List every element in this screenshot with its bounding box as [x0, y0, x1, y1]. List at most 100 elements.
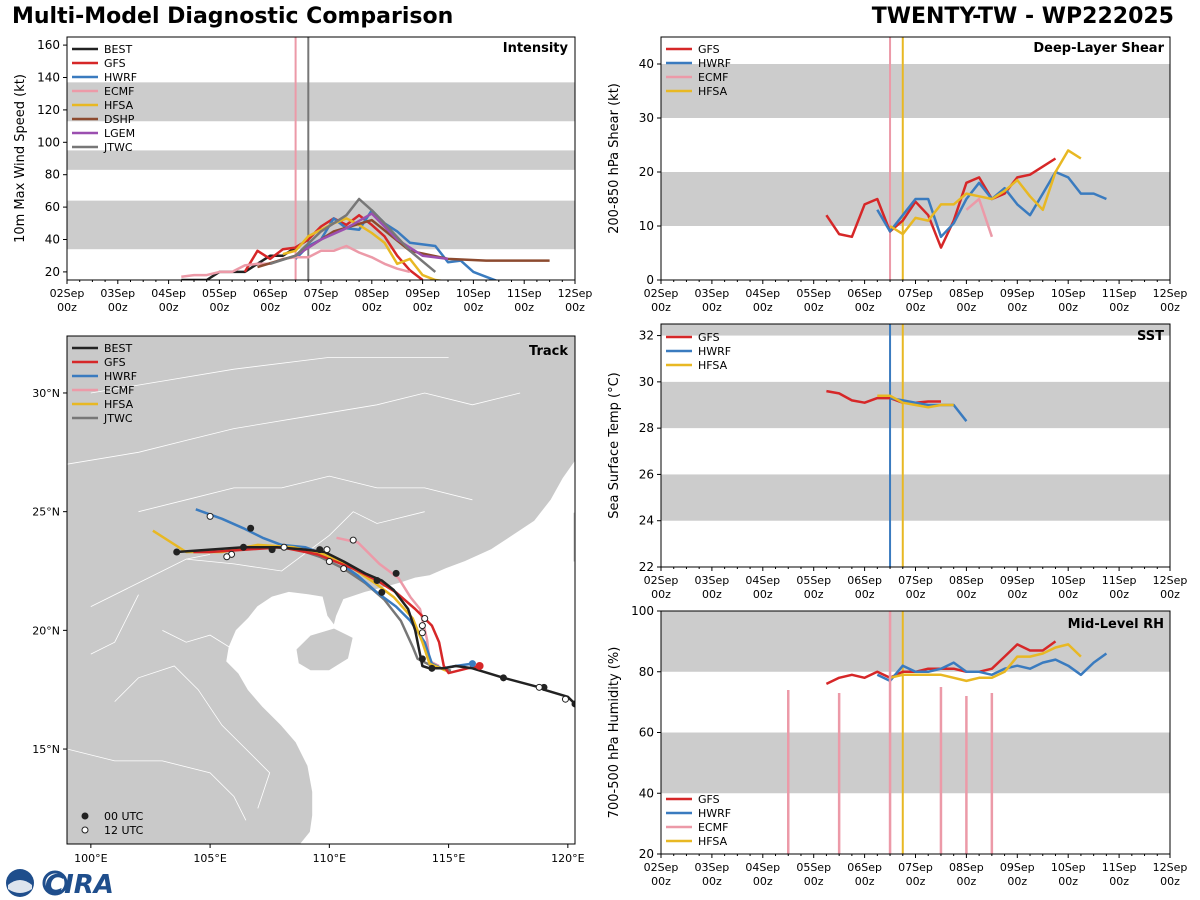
rh-y-axis-label: 700-500 hPa Humidity (%) — [607, 647, 622, 819]
shear-y-tick-label: 40 — [639, 57, 654, 71]
intensity-legend-label: GFS — [104, 57, 126, 70]
intensity-x-tick-label: 00z — [57, 301, 77, 314]
intensity-x-tick-label: 00z — [159, 301, 179, 314]
track-y-tick-label: 30°N — [32, 387, 60, 400]
intensity-x-tick-label: 00z — [210, 301, 230, 314]
intensity-series-lgem — [294, 212, 449, 261]
sst-legend-label: HFSA — [698, 359, 728, 372]
track-x-tick-label: 100°E — [74, 852, 107, 865]
taiwan-edge — [573, 512, 575, 562]
shear-x-tick-label: 03Sep — [695, 287, 730, 300]
rh-x-tick-label: 09Sep — [1000, 861, 1035, 874]
rh-y-tick-label: 80 — [639, 665, 654, 679]
cira-logo: CIRA — [6, 869, 114, 900]
track-x-tick-label: 120°E — [551, 852, 584, 865]
marker-12utc — [325, 558, 333, 566]
intensity-x-tick-label: 00z — [362, 301, 382, 314]
track-landmass — [67, 336, 575, 844]
intensity-band — [67, 150, 575, 170]
shear-series-ecmf — [965, 197, 994, 238]
shear-series-hfsa — [889, 149, 1082, 236]
intensity-x-tick-label: 11Sep — [507, 287, 542, 300]
intensity-y-tick-label: 100 — [37, 135, 60, 149]
intensity-x-tick-label: 09Sep — [405, 287, 440, 300]
marker-12utc — [223, 553, 231, 561]
intensity-x-tick-label: 00z — [514, 301, 534, 314]
intensity-legend-label: JTWC — [103, 141, 133, 154]
sst-x-tick-label: 02Sep — [644, 574, 679, 587]
legend-00utc-marker — [81, 812, 89, 820]
noaa-wave-icon — [8, 880, 32, 893]
sst-panel: 02Sep00z03Sep00z04Sep00z05Sep00z06Sep00z… — [607, 323, 1187, 601]
shear-y-tick-label: 10 — [639, 219, 654, 233]
rh-x-tick-label: 12Sep — [1153, 861, 1188, 874]
sst-x-tick-label: 04Sep — [745, 574, 780, 587]
intensity-y-tick-label: 60 — [45, 200, 60, 214]
sst-y-tick-label: 26 — [639, 467, 654, 481]
marker-12utc — [206, 512, 214, 520]
hwrf-init-marker — [468, 660, 476, 668]
rh-plot-area — [661, 611, 1170, 854]
rh-x-tick-label: 00z — [804, 875, 824, 888]
shear-x-tick-label: 00z — [906, 301, 926, 314]
rh-legend-label: HFSA — [698, 835, 728, 848]
track-y-tick-label: 20°N — [32, 624, 60, 637]
rh-y-tick-label: 20 — [639, 847, 654, 861]
sst-frame — [660, 323, 1171, 568]
sst-x-tick-label: 08Sep — [949, 574, 984, 587]
rh-x-tick-label: 00z — [702, 875, 722, 888]
rh-legend-label: HWRF — [698, 807, 731, 820]
sst-x-tick-label: 05Sep — [796, 574, 831, 587]
track-legend-label: HFSA — [104, 398, 134, 411]
marker-00utc — [373, 577, 381, 585]
track-legend-label: ECMF — [104, 384, 134, 397]
intensity-y-axis-label: 10m Max Wind Speed (kt) — [13, 74, 28, 243]
track-panel: 100°E 105°E 110°E 115°E 120°E 15°N 20°N 25°N 30°… — [32, 335, 585, 865]
rh-legend-label: GFS — [698, 793, 720, 806]
intensity-band — [67, 200, 575, 250]
track-best — [176, 546, 575, 705]
sst-plot-area — [661, 324, 1170, 567]
intensity-x-tick-label: 00z — [565, 301, 585, 314]
marker-12utc — [280, 543, 288, 551]
shear-panel: 02Sep00z03Sep00z04Sep00z05Sep00z06Sep00z… — [607, 36, 1187, 314]
marker-12utc — [323, 546, 331, 554]
rh-x-tick-label: 00z — [906, 875, 926, 888]
intensity-legend-label: DSHP — [104, 113, 135, 126]
rh-x-tick-label: 00z — [1058, 875, 1078, 888]
sst-x-tick-label: 00z — [906, 588, 926, 601]
shear-x-tick-label: 00z — [1058, 301, 1078, 314]
intensity-y-tick-label: 140 — [37, 71, 60, 85]
province-border — [114, 665, 271, 809]
sst-x-tick-label: 00z — [651, 588, 671, 601]
sst-band — [661, 324, 1170, 336]
shear-band — [661, 64, 1170, 118]
marker-00utc — [428, 664, 436, 672]
track-x-tick-label: 110°E — [313, 852, 346, 865]
shear-x-tick-label: 05Sep — [796, 287, 831, 300]
rh-x-tick-label: 02Sep — [644, 861, 679, 874]
intensity-panel: 02Sep00z03Sep00z04Sep00z05Sep00z06Sep00z… — [13, 36, 592, 314]
province-border — [90, 554, 211, 607]
rh-y-tick-label: 60 — [639, 726, 654, 740]
province-border — [67, 748, 247, 821]
shear-legend-label: GFS — [698, 43, 720, 56]
intensity-legend-label: LGEM — [104, 127, 135, 140]
intensity-x-tick-label: 00z — [311, 301, 331, 314]
shear-x-tick-label: 07Sep — [898, 287, 933, 300]
sst-y-axis-label: Sea Surface Temp (°C) — [607, 372, 622, 519]
shear-plot-area — [661, 37, 1170, 280]
sst-y-tick-label: 28 — [639, 421, 654, 435]
rh-x-tick-label: 08Sep — [949, 861, 984, 874]
intensity-x-tick-label: 00z — [464, 301, 484, 314]
intensity-x-tick-label: 00z — [260, 301, 280, 314]
shear-legend-label: HFSA — [698, 85, 728, 98]
marker-12utc — [418, 622, 426, 630]
track-frame — [66, 335, 576, 845]
province-border — [186, 511, 425, 572]
rh-panel-title: Mid-Level RH — [1068, 617, 1164, 632]
sst-x-tick-label: 00z — [1109, 588, 1129, 601]
intensity-y-tick-label: 40 — [45, 233, 60, 247]
sst-x-tick-label: 07Sep — [898, 574, 933, 587]
rh-x-tick-label: 00z — [753, 875, 773, 888]
